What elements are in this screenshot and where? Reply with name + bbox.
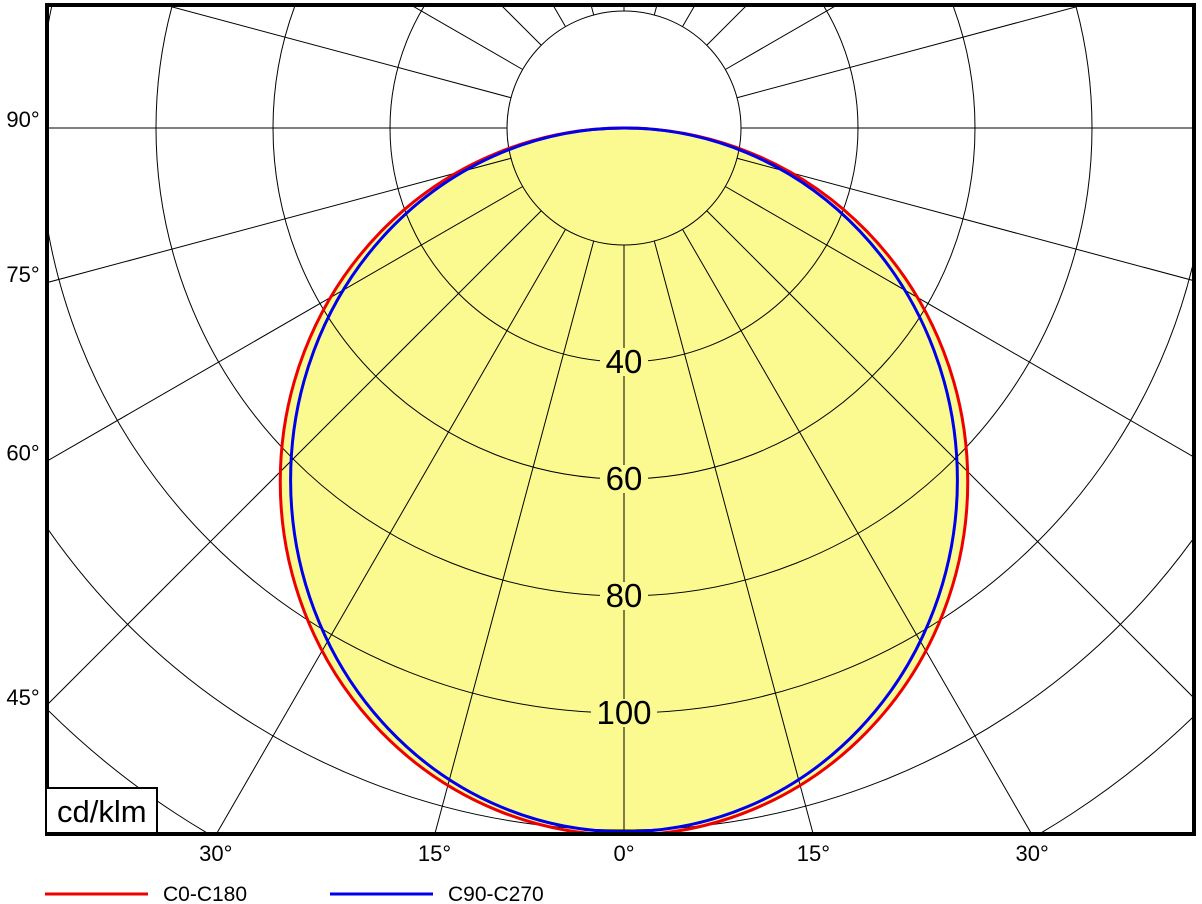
units-label: cd/klm	[57, 794, 147, 829]
gamma-label-bottom: 30°	[199, 841, 232, 866]
gamma-label-left: 60°	[6, 441, 39, 466]
radial-tick-bg	[600, 465, 648, 493]
radial-tick-label: 100	[596, 694, 651, 731]
grid-ray	[591, 7, 595, 16]
grid-ray	[216, 229, 566, 832]
radial-tick-label: 80	[606, 577, 643, 614]
gamma-label-left: 45°	[6, 685, 39, 710]
gamma-axis-left-labels: 90° 75° 60° 45°	[6, 107, 39, 710]
legend-label-C90-C270: C90-C270	[448, 883, 544, 904]
gamma-label-left: 75°	[6, 262, 39, 287]
legend: C0-C180 C90-C270	[45, 883, 544, 904]
grid-ray	[706, 210, 1192, 697]
grid-ray	[434, 240, 595, 832]
radial-tick-bg	[600, 582, 648, 610]
grid-ray	[736, 157, 1192, 281]
plot-border	[45, 3, 1196, 836]
gamma-axis-bottom-labels: 30° 15° 0° 15° 30°	[199, 841, 1049, 866]
legend-label-C0-C180: C0-C180	[163, 883, 247, 904]
radial-tick-bg	[600, 348, 648, 376]
grid-ray	[736, 7, 1078, 99]
radial-tick-labels: 40 60 80 100	[591, 343, 657, 731]
units-box: cd/klm	[45, 787, 158, 834]
units-box-frame	[45, 787, 158, 834]
grid-ray	[49, 157, 512, 283]
curve-C90-C270	[289, 126, 959, 832]
distribution-curves	[278, 126, 970, 832]
gamma-label-bottom: 15°	[418, 841, 451, 866]
grid-ray	[725, 186, 1192, 457]
grid-ray	[49, 210, 542, 704]
grid-ray	[170, 7, 512, 99]
grid-ray	[653, 240, 814, 832]
gamma-label-bottom: 15°	[797, 841, 830, 866]
grid-ray	[682, 229, 1032, 832]
gamma-label-bottom: 30°	[1016, 841, 1049, 866]
radial-tick-bg	[591, 699, 657, 727]
grid-ray	[413, 7, 523, 70]
gamma-label-bottom: 0°	[613, 841, 634, 866]
grid-ray	[49, 186, 523, 461]
grid-ray	[725, 7, 835, 70]
grid-ray	[653, 7, 657, 16]
gamma-label-left: 90°	[6, 107, 39, 132]
radial-tick-label: 40	[606, 343, 643, 380]
radial-tick-label: 60	[606, 460, 643, 497]
